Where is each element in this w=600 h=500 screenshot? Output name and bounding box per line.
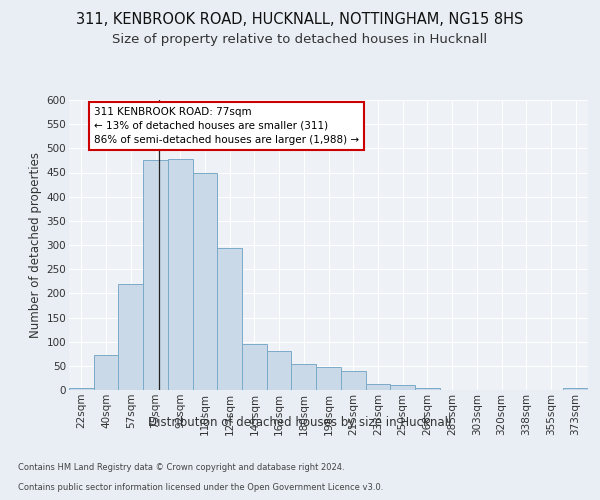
Bar	[267, 352, 292, 390]
Bar	[365, 384, 390, 390]
Text: 311 KENBROOK ROAD: 77sqm
← 13% of detached houses are smaller (311)
86% of semi-: 311 KENBROOK ROAD: 77sqm ← 13% of detach…	[94, 107, 359, 145]
Bar	[143, 160, 168, 390]
Bar	[69, 388, 94, 390]
Bar	[217, 248, 242, 390]
Bar	[94, 354, 118, 390]
Y-axis label: Number of detached properties: Number of detached properties	[29, 152, 43, 338]
Bar	[563, 388, 588, 390]
Bar	[390, 384, 415, 390]
Text: Size of property relative to detached houses in Hucknall: Size of property relative to detached ho…	[112, 32, 488, 46]
Bar	[242, 344, 267, 390]
Bar	[193, 173, 217, 390]
Bar	[341, 370, 365, 390]
Bar	[415, 388, 440, 390]
Bar	[292, 364, 316, 390]
Text: Distribution of detached houses by size in Hucknall: Distribution of detached houses by size …	[148, 416, 452, 429]
Text: Contains public sector information licensed under the Open Government Licence v3: Contains public sector information licen…	[18, 484, 383, 492]
Text: Contains HM Land Registry data © Crown copyright and database right 2024.: Contains HM Land Registry data © Crown c…	[18, 464, 344, 472]
Bar	[118, 284, 143, 390]
Bar	[168, 159, 193, 390]
Text: 311, KENBROOK ROAD, HUCKNALL, NOTTINGHAM, NG15 8HS: 311, KENBROOK ROAD, HUCKNALL, NOTTINGHAM…	[76, 12, 524, 28]
Bar	[316, 368, 341, 390]
